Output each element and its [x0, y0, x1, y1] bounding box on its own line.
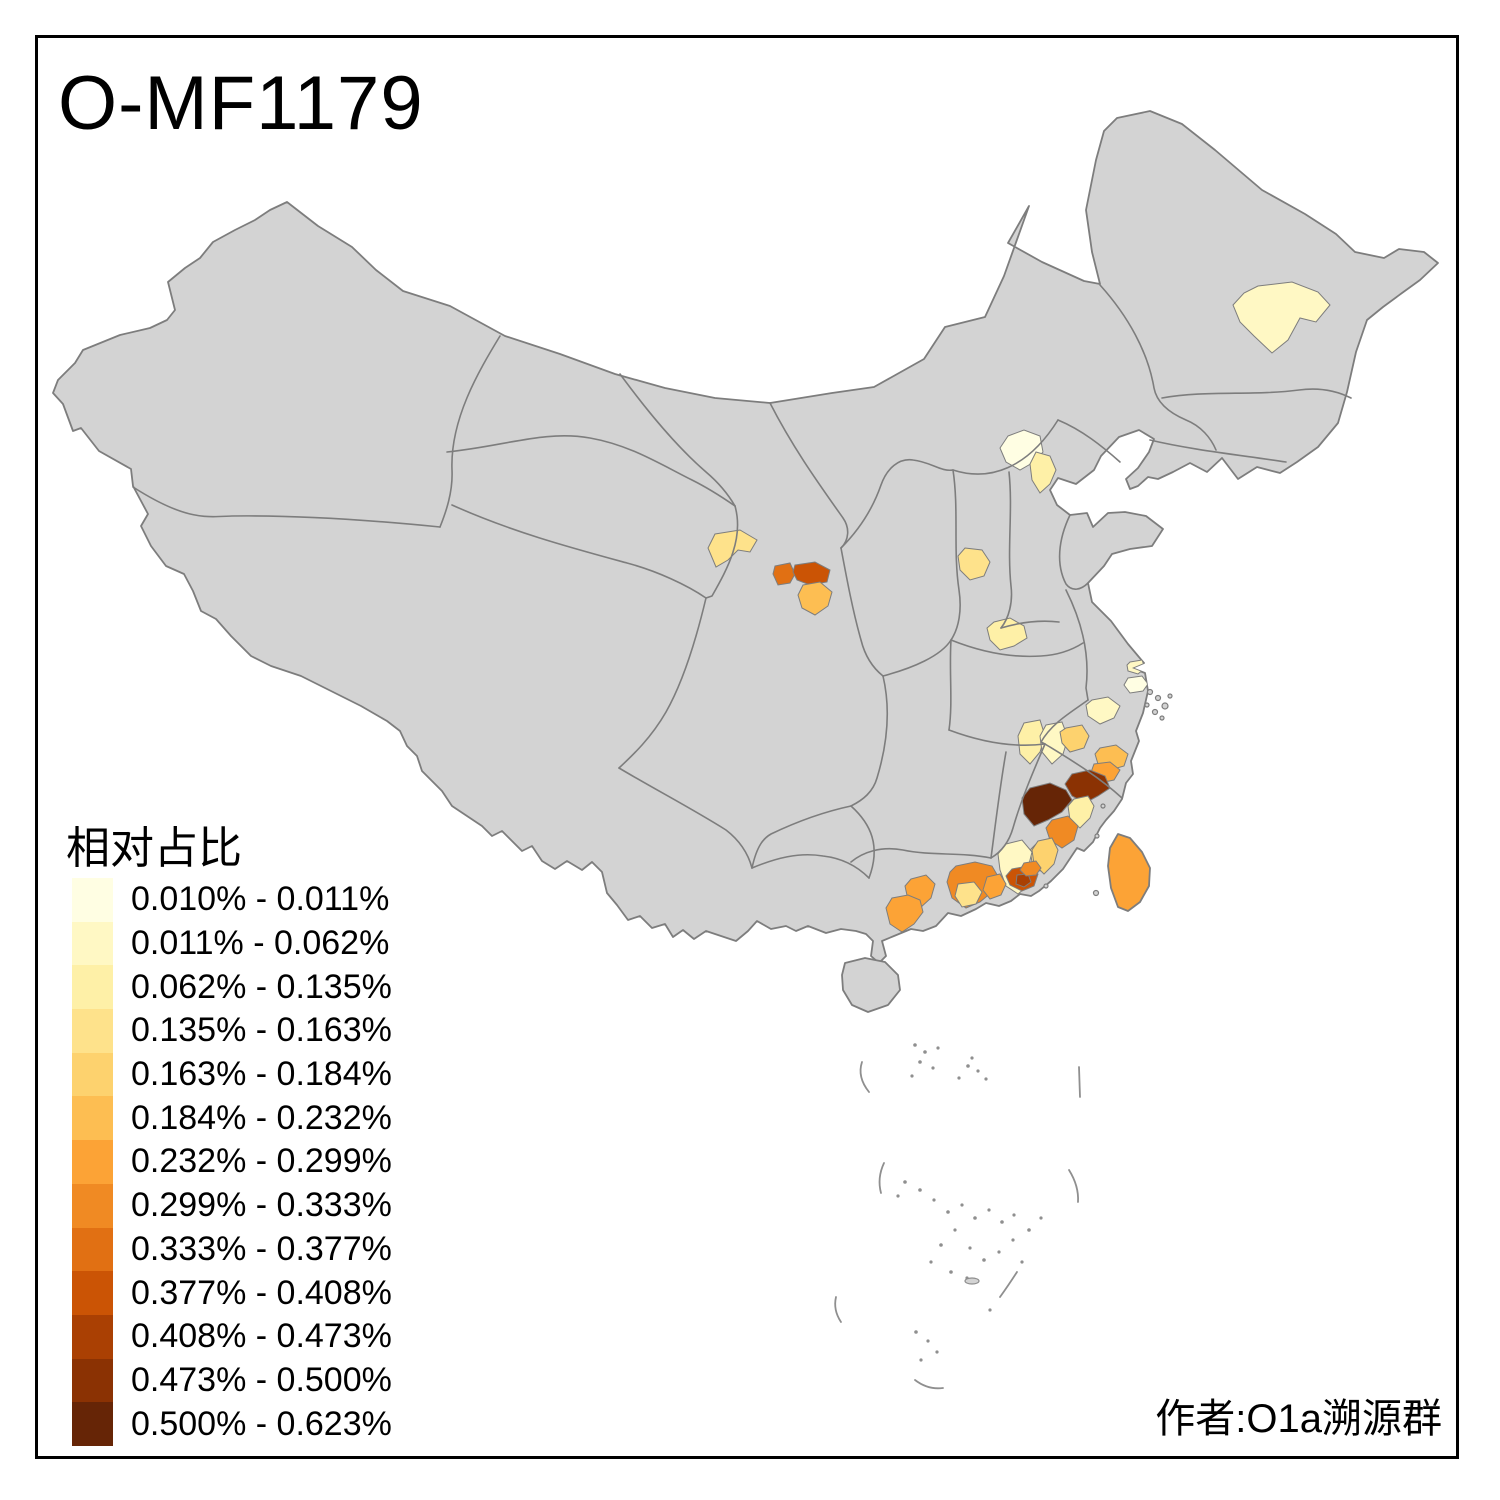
map-patch-zhejiang-west: [1059, 724, 1090, 753]
plot-frame: [35, 35, 1459, 1459]
legend-label: 0.408% - 0.473%: [131, 1317, 392, 1356]
map-patch-zhejiang-north: [1085, 696, 1121, 725]
map-patch-anhui-south-a: [1017, 719, 1046, 765]
legend-swatch: [72, 1140, 113, 1184]
legend-swatch: [72, 1052, 113, 1097]
taiwan-island: [1107, 833, 1151, 912]
legend-swatch: [72, 1227, 113, 1272]
legend-row: 0.232% - 0.299%: [72, 1140, 392, 1184]
legend-label: 0.184% - 0.232%: [131, 1098, 392, 1137]
legend-row: 0.184% - 0.232%: [72, 1096, 392, 1141]
legend-swatch: [72, 965, 113, 1010]
legend-label: 0.011% - 0.062%: [131, 924, 390, 963]
map-patch-zhanjiang: [885, 894, 924, 933]
legend-label: 0.377% - 0.408%: [131, 1273, 392, 1312]
legend-title: 相对占比: [66, 824, 242, 873]
map-patch-heilongjiang-central: [1232, 281, 1331, 354]
map-patch-jieyang: [1019, 860, 1042, 877]
map-patch-shanxi-east: [957, 547, 991, 581]
legend-row: 0.408% - 0.473%: [72, 1314, 392, 1359]
legend-label: 0.232% - 0.299%: [131, 1142, 392, 1181]
map-patch-quanzhou: [1045, 815, 1079, 849]
map-patch-gansu-south: [797, 581, 833, 616]
legend-swatch: [72, 1402, 113, 1446]
map-patch-tianjin: [1029, 451, 1057, 494]
legend-swatch: [72, 1183, 113, 1228]
map-patch-gansu-west: [707, 529, 758, 568]
legend-swatch: [72, 1271, 113, 1315]
legend-swatch: [72, 1009, 113, 1053]
sea-dash-arcs: [834, 1061, 1081, 1390]
legend-label: 0.299% - 0.333%: [131, 1186, 392, 1225]
legend-swatch: [72, 878, 113, 922]
legend-row: 0.299% - 0.333%: [72, 1183, 392, 1228]
legend-row: 0.062% - 0.135%: [72, 965, 392, 1010]
map-patch-gansu-mid-west: [772, 562, 796, 586]
legend-row: 0.135% - 0.163%: [72, 1009, 392, 1053]
legend-row: 0.010% - 0.011%: [72, 878, 392, 922]
legend-label: 0.010% - 0.011%: [131, 880, 390, 919]
legend-label: 0.163% - 0.184%: [131, 1055, 392, 1094]
legend-swatch: [72, 1096, 113, 1141]
legend-row: 0.377% - 0.408%: [72, 1271, 392, 1315]
legend-label: 0.473% - 0.500%: [131, 1360, 392, 1399]
legend: 0.010% - 0.011% 0.011% - 0.062% 0.062% - 0…: [72, 878, 392, 1446]
legend-swatch: [72, 921, 113, 966]
hainan-island: [841, 957, 901, 1013]
legend-label: 0.333% - 0.377%: [131, 1229, 392, 1268]
province-boundaries: [132, 284, 1352, 879]
legend-label: 0.135% - 0.163%: [131, 1011, 392, 1050]
coastal-islands: [1043, 688, 1173, 897]
legend-row: 0.473% - 0.500%: [72, 1358, 392, 1403]
legend-row: 0.163% - 0.184%: [72, 1052, 392, 1097]
legend-label: 0.500% - 0.623%: [131, 1404, 392, 1443]
author-credit: 作者:O1a溯源群: [1155, 1397, 1442, 1441]
plot-title: O-MF1179: [58, 61, 424, 146]
map-patch-fujian-west: [1021, 782, 1073, 827]
legend-label: 0.062% - 0.135%: [131, 967, 392, 1006]
south-china-sea-islets: [896, 1043, 1043, 1362]
legend-row: 0.333% - 0.377%: [72, 1227, 392, 1272]
legend-row: 0.011% - 0.062%: [72, 921, 392, 966]
map-patch-shanghai: [1123, 675, 1149, 694]
legend-swatch: [72, 1358, 113, 1403]
legend-row: 0.500% - 0.623%: [72, 1402, 392, 1446]
map-patch-zhongshan-zhuhai: [954, 881, 983, 908]
map-patch-henan-central: [986, 617, 1028, 651]
map-patch-fuzhou-west: [1067, 795, 1095, 829]
legend-swatch: [72, 1314, 113, 1359]
map-patch-yangjiang: [982, 873, 1007, 900]
